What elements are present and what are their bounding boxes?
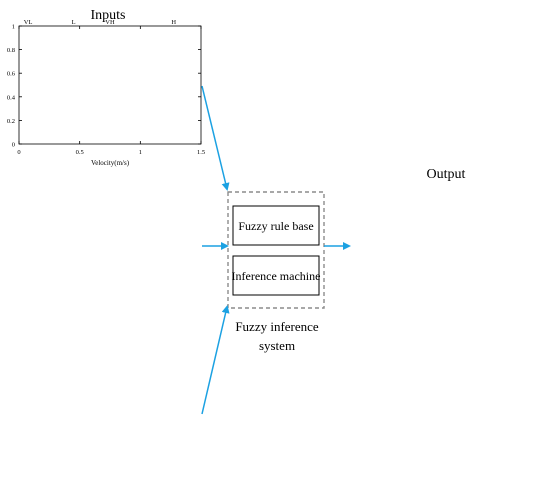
y-tick-label: 0.4 (7, 94, 16, 101)
series-line-vl (19, 26, 201, 144)
fis-dashed-box (227, 191, 325, 309)
time-to-fis-arrow (201, 305, 230, 415)
y-tick-label: 0.2 (7, 118, 15, 125)
x-tick-label: 1 (139, 149, 142, 156)
rule-base-label: Fuzzy rule base (238, 219, 313, 233)
series-label-l: L (72, 19, 76, 26)
fis-caption-line2: system (259, 338, 295, 353)
x-tick-label: 0.5 (76, 149, 84, 156)
x-tick-label: 1.5 (197, 149, 205, 156)
velocity-to-fis-arrow (201, 85, 230, 191)
series-line-vh (19, 26, 201, 144)
x-axis-label: Velocity(m/s) (91, 159, 130, 167)
y-tick-label: 0.6 (7, 71, 16, 78)
series-label-vl: VL (24, 19, 33, 26)
rule-base-box (232, 205, 320, 246)
inference-machine-box (232, 255, 320, 296)
series-label-h: H (171, 19, 176, 26)
x-tick-label: 0 (17, 149, 20, 156)
series-line-l (19, 26, 201, 144)
fis-caption-line1: Fuzzy inference (235, 319, 319, 334)
inputs-title: Inputs (91, 8, 126, 23)
plot-frame (18, 25, 202, 145)
y-tick-label: 0.8 (7, 47, 15, 54)
inference-machine-label: Inference machine (232, 269, 321, 283)
velocity-chart: 0 0.2 0.4 0.6 0.8 1 0 0.5 1 1.5 Velocity(m/s) VL L H V… (7, 19, 205, 167)
y-tick-label: 0 (12, 142, 15, 149)
series-line-h (19, 26, 201, 144)
series-label-vh: VH (105, 19, 115, 26)
y-tick-label: 1 (12, 24, 15, 31)
output-title: Output (427, 167, 466, 182)
